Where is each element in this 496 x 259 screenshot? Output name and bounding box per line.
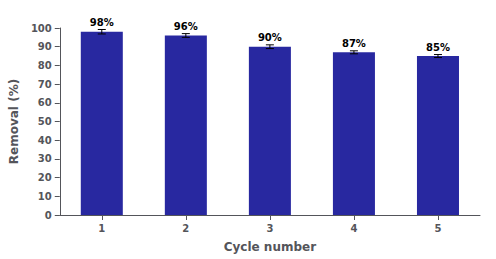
svg-text:90%: 90%: [258, 32, 282, 43]
svg-text:50: 50: [38, 116, 52, 127]
svg-text:85%: 85%: [426, 42, 450, 53]
svg-text:10: 10: [38, 191, 52, 202]
svg-text:80: 80: [38, 60, 52, 71]
svg-text:Removal (%): Removal (%): [7, 79, 21, 164]
svg-text:40: 40: [38, 135, 52, 146]
svg-text:20: 20: [38, 172, 52, 183]
svg-text:0: 0: [45, 210, 52, 221]
svg-text:60: 60: [38, 97, 52, 108]
svg-text:100: 100: [31, 23, 52, 34]
svg-text:70: 70: [38, 79, 52, 90]
svg-text:30: 30: [38, 153, 52, 164]
svg-text:87%: 87%: [342, 38, 366, 49]
svg-text:96%: 96%: [174, 21, 198, 32]
svg-text:Cycle number: Cycle number: [224, 240, 316, 254]
svg-text:90: 90: [38, 41, 52, 52]
svg-text:3: 3: [266, 223, 273, 234]
svg-text:98%: 98%: [90, 17, 114, 28]
svg-text:1: 1: [98, 223, 105, 234]
svg-text:5: 5: [434, 223, 441, 234]
svg-text:4: 4: [350, 223, 357, 234]
svg-text:2: 2: [182, 223, 189, 234]
